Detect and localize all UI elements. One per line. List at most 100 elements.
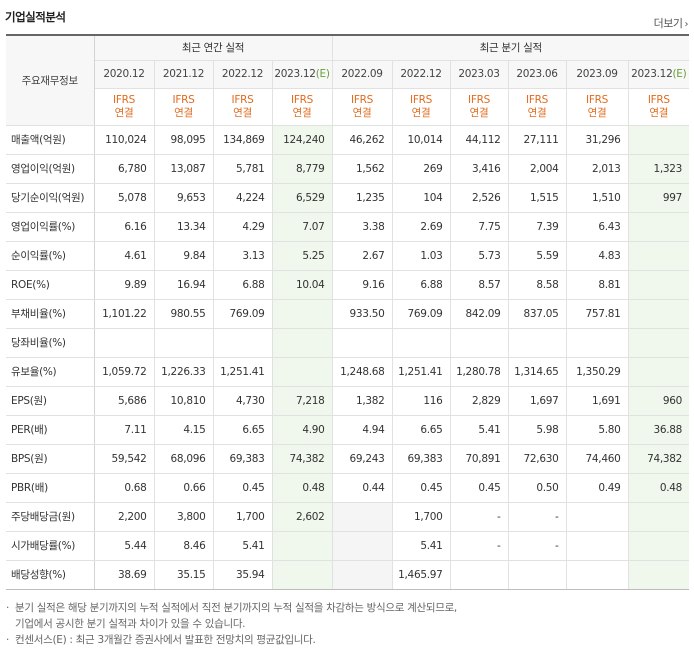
annual-value-cell: 8,779: [272, 154, 333, 184]
annual-value-cell: 3,800: [154, 501, 214, 532]
consolidated-label: 연결: [527, 106, 547, 119]
quarter-value-cell: [628, 328, 690, 358]
quarter-value-cell: 10,014: [392, 124, 451, 155]
quarter-value-cell: 5.73: [450, 241, 509, 271]
consolidated-label: 연결: [411, 106, 431, 119]
row-label: 유보율(%): [6, 357, 95, 387]
quarter-value-cell: [628, 501, 690, 532]
quarter-value-cell: 3.38: [331, 211, 393, 242]
table-row: ROE(%) 9.89 16.94 6.88 10.04 9.16 6.88 8.57 8.58…: [6, 270, 690, 300]
quarter-value-cell: 70,891: [450, 444, 509, 474]
row-label: PBR(배): [6, 473, 95, 503]
quarter-value-cell: 2.69: [392, 211, 451, 242]
annual-value-cell: 7,218: [272, 385, 333, 416]
annual-value-cell: 6.65: [213, 415, 273, 445]
annual-value-cell: 124,240: [272, 124, 333, 155]
annual-value-cell: 4,730: [213, 385, 273, 416]
annual-value-cell: 6,780: [94, 154, 155, 184]
quarter-value-cell: 3,416: [450, 154, 509, 184]
quarter-value-cell: [331, 328, 393, 358]
quarter-value-cell: 933.50: [331, 298, 393, 329]
annual-value-cell: 0.45: [213, 473, 273, 503]
annual-value-cell: 6.16: [94, 211, 155, 242]
quarter-value-cell: 2,526: [450, 183, 509, 213]
annual-value-cell: [94, 328, 155, 358]
quarter-value-cell: 116: [392, 385, 451, 416]
annual-value-cell: 5,686: [94, 385, 155, 416]
table-row: 시가배당률(%) 5.44 8.46 5.41 5.41- -: [6, 531, 690, 561]
row-label: 순이익률(%): [6, 241, 95, 271]
quarter-value-cell: [628, 241, 690, 271]
quarter-value-cell: 1,280.78: [450, 357, 509, 387]
quarter-value-cell: 1.03: [392, 241, 451, 271]
ifrs-basis-label: IFRS 연결: [628, 88, 690, 126]
annual-value-cell: 4.29: [213, 211, 273, 242]
annual-value-cell: 134,869: [213, 124, 273, 155]
quarter-value-cell: 31,296: [566, 124, 629, 155]
quarter-value-cell: 6.88: [392, 270, 451, 300]
quarter-value-cell: 36.88: [628, 415, 690, 445]
quarter-value-cell: 104: [392, 183, 451, 213]
annual-value-cell: [272, 531, 333, 561]
ifrs-basis-label: IFRS 연결: [154, 88, 214, 126]
quarter-period-header: 2023.06: [508, 60, 567, 89]
table-row: 유보율(%) 1,059.72 1,226.33 1,251.41 1,248.68 1,…: [6, 357, 690, 387]
quarter-value-cell: 837.05: [508, 298, 567, 329]
quarter-value-cell: 2.67: [331, 241, 393, 271]
quarter-value-cell: [566, 560, 629, 590]
annual-value-cell: 35.94: [213, 560, 273, 590]
quarter-value-cell: [508, 560, 567, 590]
ifrs-label: IFRS: [113, 93, 135, 106]
ifrs-label: IFRS: [231, 93, 254, 106]
row-label: PER(배): [6, 415, 95, 445]
row-label: 영업이익(억원): [6, 154, 95, 184]
consolidated-label: 연결: [292, 106, 312, 119]
quarter-value-cell: 4.94: [331, 415, 393, 445]
consolidated-label: 연결: [174, 106, 193, 119]
quarter-value-cell: 0.45: [392, 473, 451, 503]
annual-value-cell: 4.15: [154, 415, 214, 445]
quarter-value-cell: 7.39: [508, 211, 567, 242]
annual-period-header: 2023.12(E): [272, 60, 333, 89]
quarter-value-cell: [392, 328, 451, 358]
quarter-value-cell: 1,697: [508, 385, 567, 416]
consolidated-label: 연결: [114, 106, 134, 119]
footnote-quarterly-cont: 기업에서 공시한 분기 실적과 차이가 있을 수 있습니다.: [15, 618, 246, 630]
quarter-value-cell: [628, 357, 690, 387]
quarter-value-cell: -: [508, 531, 567, 561]
ifrs-basis-label: IFRS 연결: [450, 88, 509, 126]
annual-value-cell: 6.88: [213, 270, 273, 300]
quarter-value-cell: [331, 501, 393, 532]
annual-value-cell: 110,024: [94, 124, 155, 155]
annual-value-cell: 3.13: [213, 241, 273, 271]
annual-value-cell: 98,095: [154, 124, 214, 155]
ifrs-label: IFRS: [172, 93, 195, 106]
row-label: 매출액(억원): [6, 124, 95, 155]
row-label: 배당성향(%): [6, 560, 95, 590]
quarter-value-cell: [331, 560, 393, 590]
annual-period-header: 2022.12: [213, 60, 273, 89]
quarter-value-cell: 8.58: [508, 270, 567, 300]
table-row: 주당배당금(원) 2,200 3,800 1,700 2,602 1,700- -: [6, 501, 690, 532]
quarter-value-cell: -: [450, 531, 509, 561]
quarter-value-cell: 46,262: [331, 124, 393, 155]
table-row: 당기순이익(억원) 5,078 9,653 4,224 6,529 1,235 104 2,5…: [6, 183, 690, 213]
quarter-value-cell: 0.45: [450, 473, 509, 503]
annual-value-cell: 5.25: [272, 241, 333, 271]
quarter-value-cell: 2,004: [508, 154, 567, 184]
ifrs-basis-label: IFRS 연결: [508, 88, 567, 126]
annual-value-cell: 16.94: [154, 270, 214, 300]
quarter-value-cell: [628, 531, 690, 561]
table-row: BPS(원) 59,542 68,096 69,383 74,382 69,243 69,3…: [6, 444, 690, 474]
more-link[interactable]: 더보기 ›: [654, 15, 689, 31]
annual-value-cell: 10.04: [272, 270, 333, 300]
table-row: PBR(배) 0.68 0.66 0.45 0.48 0.44 0.45 0.45 0.50 0.…: [6, 473, 690, 503]
quarter-value-cell: 1,510: [566, 183, 629, 213]
footnote-quarterly: 분기 실적은 해당 분기까지의 누적 실적에서 직전 분기까지의 누적 실적을 …: [6, 600, 686, 616]
quarter-value-cell: 27,111: [508, 124, 567, 155]
table-corner-label: 주요재무정보: [6, 35, 95, 126]
quarter-value-cell: 1,691: [566, 385, 629, 416]
quarter-value-cell: 5.98: [508, 415, 567, 445]
quarter-value-cell: 1,382: [331, 385, 393, 416]
ifrs-label: IFRS: [526, 93, 548, 106]
